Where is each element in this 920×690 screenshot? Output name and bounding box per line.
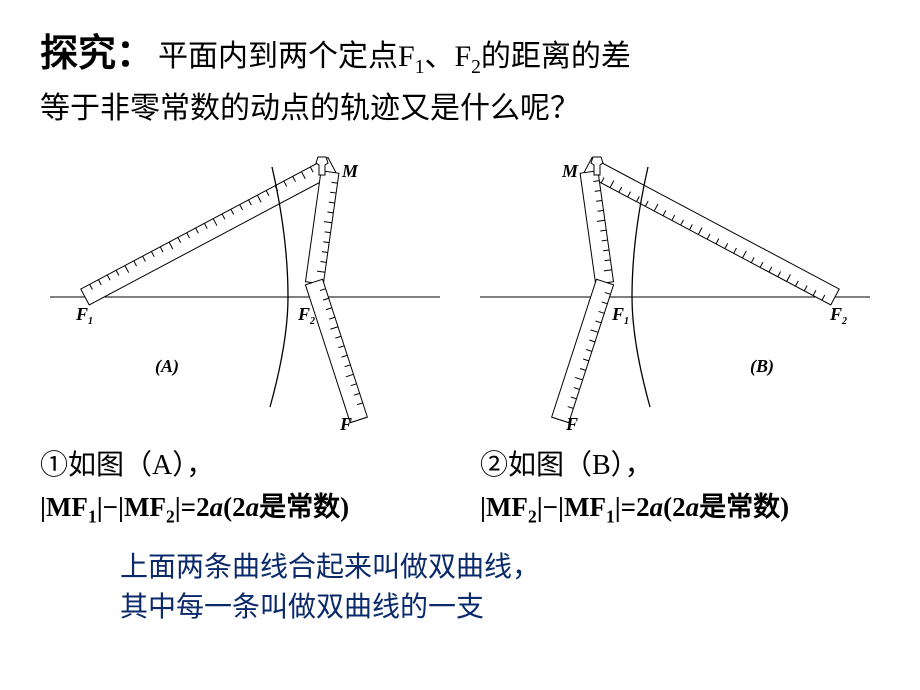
- caption-b-line1: ②如图（B），: [480, 445, 880, 487]
- footer-block: 上面两条曲线合起来叫做双曲线， 其中每一条叫做双曲线的一支: [120, 548, 880, 629]
- figures-row: M F1 F2 F (A): [40, 147, 880, 437]
- label-f1-b: F1: [611, 304, 629, 327]
- footer-line2: 其中每一条叫做双曲线的一支: [120, 588, 880, 629]
- caption-a-line2: |MF1|−|MF2|=2a(2a是常数): [40, 487, 480, 530]
- label-m-b: M: [561, 161, 579, 181]
- label-f-a: F: [339, 414, 352, 434]
- label-f1-a: F1: [75, 304, 93, 327]
- heading-line2: 等于非零常数的动点的轨迹又是什么呢？: [40, 92, 580, 125]
- label-f-b: F: [565, 414, 578, 434]
- heading-sub-1: 1: [415, 57, 425, 78]
- heading-block: 探究：平面内到两个定点F1、F2的距离的差 等于非零常数的动点的轨迹又是什么呢？: [40, 24, 880, 133]
- caption-a: ①如图（A）， |MF1|−|MF2|=2a(2a是常数): [40, 445, 480, 530]
- tag-a: (A): [155, 356, 179, 377]
- label-m-a: M: [341, 161, 359, 181]
- heading-text-1b: 、F: [424, 40, 471, 73]
- explore-label: 探究：: [40, 33, 158, 75]
- captions-row: ①如图（A）， |MF1|−|MF2|=2a(2a是常数) ②如图（B）， |M…: [40, 445, 880, 530]
- figure-b: M F1 F2 F (B): [470, 147, 880, 437]
- heading-sub-2: 2: [471, 57, 481, 78]
- tag-b: (B): [750, 356, 774, 377]
- label-f2-b: F2: [829, 304, 847, 327]
- heading-text-1c: 的距离的差: [481, 40, 631, 73]
- caption-b: ②如图（B）， |MF2|−|MF1|=2a(2a是常数): [480, 445, 880, 530]
- footer-line1: 上面两条曲线合起来叫做双曲线，: [120, 548, 880, 589]
- caption-b-line2: |MF2|−|MF1|=2a(2a是常数): [480, 487, 880, 530]
- heading-text-1a: 平面内到两个定点F: [158, 40, 415, 73]
- figure-a: M F1 F2 F (A): [40, 147, 450, 437]
- caption-a-line1: ①如图（A），: [40, 445, 480, 487]
